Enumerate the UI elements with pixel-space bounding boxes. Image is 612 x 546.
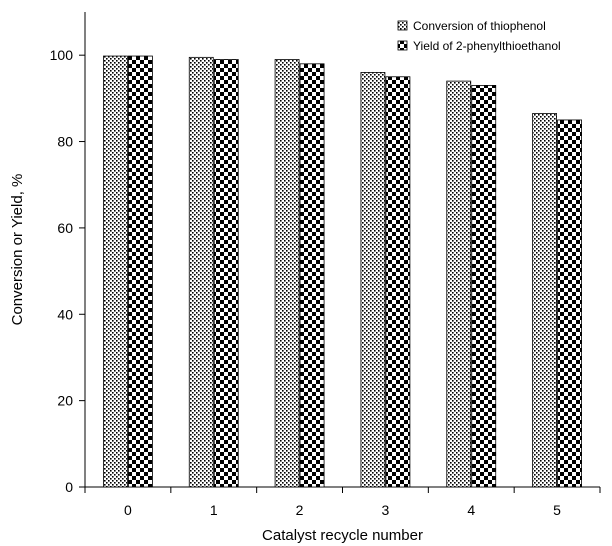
bar-yield-4 [471,85,497,488]
bar-conversion-2 [274,59,300,488]
y-tick-label: 20 [57,393,73,409]
bar-yield-1 [213,59,239,488]
plot-area: 0 20 40 60 80 100 0 1 2 3 4 5 [50,12,601,518]
x-tick-label: 2 [296,502,304,518]
y-tick-label: 60 [57,220,73,236]
x-tick-label: 3 [382,502,390,518]
x-tick-label: 5 [553,502,561,518]
y-axis-ticks: 0 20 40 60 80 100 [50,47,85,495]
legend-label: Yield of 2-phenylthioethanol [413,39,561,53]
x-tick-label: 4 [467,502,475,518]
y-axis-title: Conversion or Yield, % [9,174,26,326]
bar-yield-5 [557,119,582,488]
x-tick-label: 0 [124,502,132,518]
y-tick-label: 80 [57,134,73,150]
x-axis-ticks: 0 1 2 3 4 5 [84,487,601,518]
legend-swatch [397,40,408,51]
bars [103,55,582,488]
legend: Conversion of thiophenol Yield of 2-pheny… [397,19,561,53]
bar-conversion-1 [188,56,214,488]
x-tick-label: 1 [210,502,218,518]
bar-conversion-0 [103,55,128,488]
bar-conversion-4 [446,80,472,488]
x-axis-title: Catalyst recycle number [262,527,423,544]
bar-yield-3 [385,76,411,488]
bar-conversion-5 [532,113,557,488]
bar-yield-2 [299,63,325,488]
y-tick-label: 0 [65,479,73,495]
y-tick-label: 40 [57,306,73,322]
legend-swatch [397,20,408,31]
y-tick-label: 100 [50,47,74,63]
legend-label: Conversion of thiophenol [413,19,546,33]
bar-yield-0 [128,55,153,488]
bar-conversion-3 [360,72,386,488]
